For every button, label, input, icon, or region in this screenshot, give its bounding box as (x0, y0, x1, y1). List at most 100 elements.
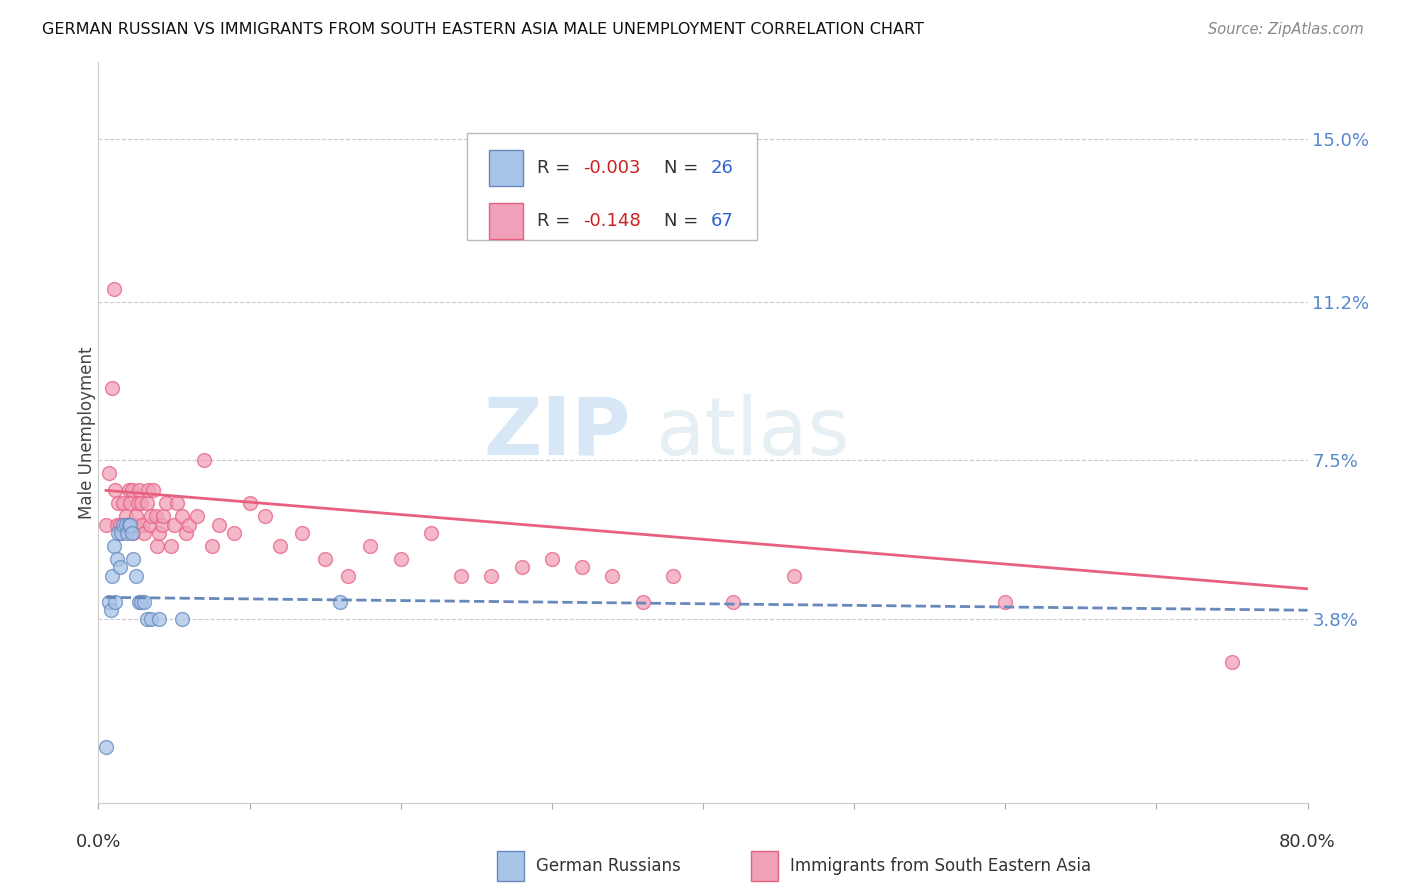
Point (103, 282, 125, 296)
Point (141, 509, 163, 524)
Text: R =: R = (537, 159, 576, 178)
Point (269, 539, 291, 553)
Point (163, 517, 186, 532)
Point (239, 496, 262, 510)
Point (129, 496, 152, 510)
Point (120, 496, 142, 510)
Point (98, 595, 121, 609)
Point (160, 539, 183, 553)
FancyBboxPatch shape (467, 133, 758, 240)
Text: Immigrants from South Eastern Asia: Immigrants from South Eastern Asia (790, 856, 1091, 875)
Point (481, 569, 503, 583)
Point (170, 509, 193, 524)
Point (336, 569, 359, 583)
Point (110, 526, 132, 541)
Point (101, 381, 124, 395)
Point (135, 496, 157, 510)
Point (118, 483, 141, 498)
Text: R =: R = (537, 211, 582, 230)
Point (540, 552, 562, 566)
Point (193, 453, 215, 467)
Point (253, 509, 276, 524)
Point (100, 603, 122, 617)
Text: N =: N = (664, 159, 704, 178)
Bar (489, 203, 523, 238)
Point (94, 740, 117, 755)
Point (389, 552, 412, 566)
Point (148, 612, 170, 626)
Point (124, 517, 146, 532)
Point (131, 517, 153, 532)
Point (155, 496, 177, 510)
Point (166, 496, 188, 510)
Point (139, 517, 162, 532)
Point (141, 612, 163, 626)
Point (150, 517, 173, 532)
Point (114, 517, 136, 532)
Point (174, 526, 197, 541)
Text: 0.0%: 0.0% (76, 833, 121, 851)
Point (783, 569, 806, 583)
Text: 67: 67 (710, 211, 733, 230)
Point (224, 526, 246, 541)
Text: 80.0%: 80.0% (1279, 833, 1336, 851)
Text: 26: 26 (710, 159, 733, 178)
Text: atlas: atlas (655, 393, 849, 472)
Point (132, 526, 155, 541)
Point (510, 560, 533, 574)
Point (329, 595, 352, 609)
Point (107, 526, 129, 541)
Point (201, 539, 224, 553)
Point (146, 539, 169, 553)
Point (450, 569, 472, 583)
Point (420, 526, 443, 541)
Point (121, 483, 143, 498)
Point (179, 517, 201, 532)
Text: GERMAN RUSSIAN VS IMMIGRANTS FROM SOUTH EASTERN ASIA MALE UNEMPLOYMENT CORRELATI: GERMAN RUSSIAN VS IMMIGRANTS FROM SOUTH … (42, 22, 924, 37)
Point (122, 526, 145, 541)
Point (132, 595, 155, 609)
Point (105, 552, 128, 566)
Point (107, 496, 129, 510)
Point (145, 509, 167, 524)
Point (98, 467, 121, 481)
Point (994, 595, 1017, 609)
Point (314, 552, 336, 566)
Bar (489, 151, 523, 186)
Text: German Russians: German Russians (536, 856, 681, 875)
Point (152, 509, 174, 524)
Point (142, 483, 165, 498)
Point (94, 517, 117, 532)
Text: N =: N = (664, 211, 704, 230)
Bar (751, 851, 778, 880)
Point (108, 517, 131, 532)
Point (602, 569, 624, 583)
Point (118, 517, 141, 532)
Point (111, 517, 134, 532)
Point (360, 539, 382, 553)
Text: ZIP: ZIP (484, 393, 630, 472)
Point (129, 595, 152, 609)
Point (112, 517, 135, 532)
Point (128, 595, 150, 609)
Point (661, 569, 683, 583)
Point (111, 496, 134, 510)
Point (125, 509, 148, 524)
Point (115, 517, 138, 532)
Point (571, 560, 593, 574)
Point (631, 595, 654, 609)
Point (136, 483, 159, 498)
Point (135, 612, 157, 626)
Point (121, 526, 143, 541)
Point (208, 517, 231, 532)
Point (1220, 655, 1243, 669)
Point (120, 517, 142, 532)
Point (170, 612, 193, 626)
Point (104, 595, 127, 609)
Point (103, 539, 125, 553)
Point (128, 483, 150, 498)
Point (115, 526, 138, 541)
Text: -0.003: -0.003 (583, 159, 641, 178)
Point (186, 509, 208, 524)
Point (101, 569, 124, 583)
